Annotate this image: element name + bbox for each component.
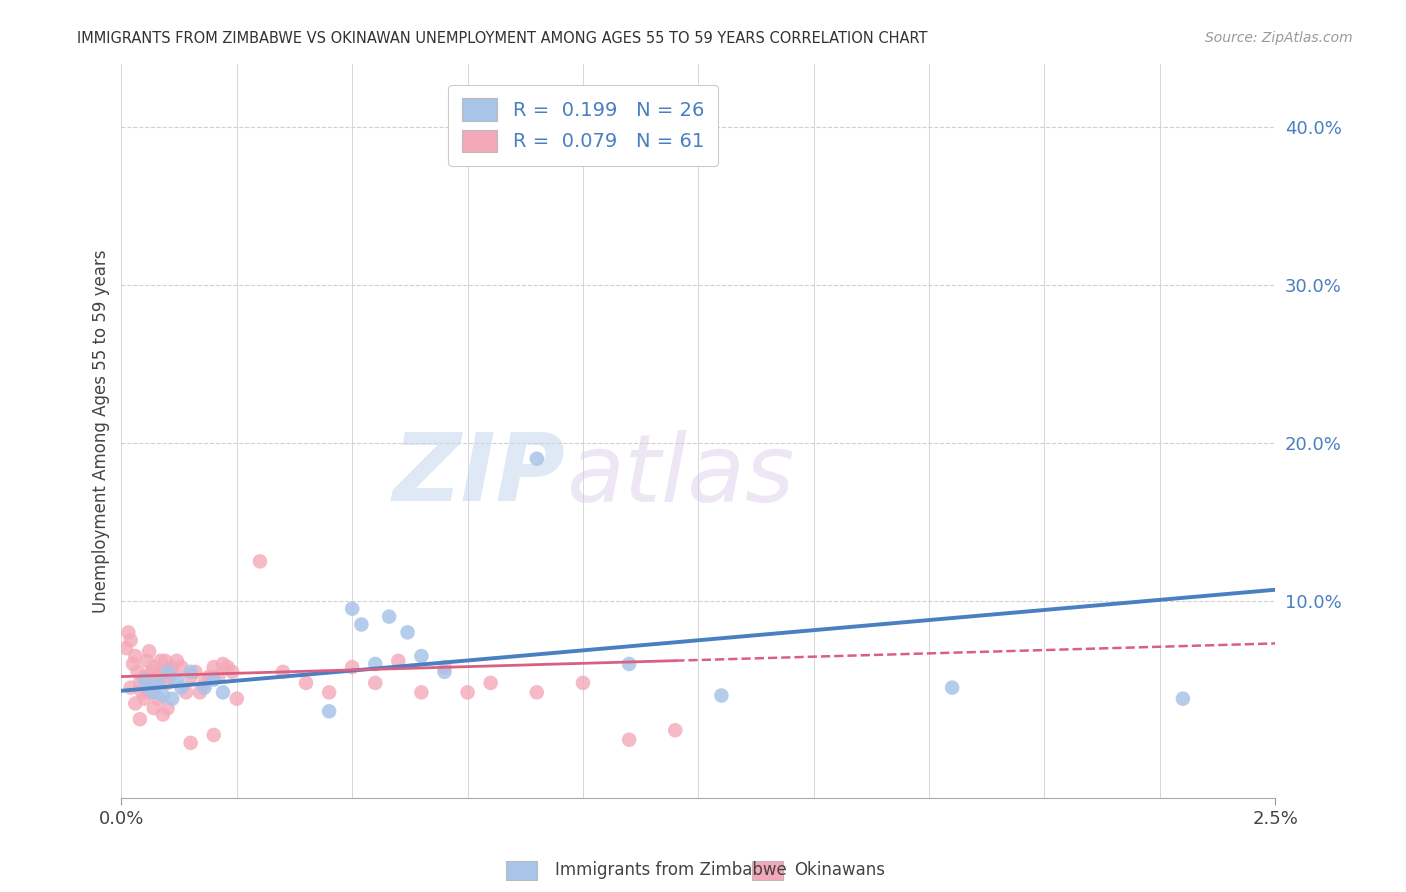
- Point: [142, 685, 165, 699]
- Text: atlas: atlas: [565, 430, 794, 521]
- Point: [526, 451, 548, 466]
- Point: [156, 701, 179, 715]
- Point: [166, 654, 188, 668]
- Point: [131, 685, 153, 699]
- Point: [225, 691, 247, 706]
- Point: [202, 728, 225, 742]
- Point: [617, 732, 640, 747]
- Point: [710, 689, 733, 703]
- Point: [127, 665, 149, 679]
- Point: [941, 681, 963, 695]
- Point: [180, 669, 202, 683]
- Point: [249, 554, 271, 568]
- Point: [155, 654, 177, 668]
- Point: [572, 676, 595, 690]
- Point: [141, 665, 163, 679]
- Point: [152, 689, 174, 703]
- Point: [134, 673, 156, 687]
- Point: [138, 644, 160, 658]
- Point: [170, 681, 193, 695]
- Point: [166, 673, 188, 687]
- Point: [202, 673, 225, 687]
- Point: [120, 681, 142, 695]
- Legend: R =  0.199   N = 26, R =  0.079   N = 61: R = 0.199 N = 26, R = 0.079 N = 61: [449, 85, 717, 166]
- Point: [160, 691, 183, 706]
- Point: [156, 676, 179, 690]
- Point: [180, 736, 202, 750]
- Point: [295, 676, 318, 690]
- Point: [138, 681, 160, 695]
- Point: [221, 665, 243, 679]
- Point: [526, 685, 548, 699]
- Point: [212, 657, 235, 671]
- Point: [152, 665, 174, 679]
- Point: [134, 669, 156, 683]
- Text: IMMIGRANTS FROM ZIMBABWE VS OKINAWAN UNEMPLOYMENT AMONG AGES 55 TO 59 YEARS CORR: IMMIGRANTS FROM ZIMBABWE VS OKINAWAN UNE…: [77, 31, 928, 46]
- Point: [142, 660, 165, 674]
- Point: [142, 701, 165, 715]
- Point: [193, 681, 215, 695]
- Point: [1171, 691, 1194, 706]
- Point: [188, 685, 211, 699]
- Point: [134, 691, 156, 706]
- Point: [145, 676, 167, 690]
- Point: [364, 657, 387, 671]
- Point: [160, 660, 183, 674]
- Point: [479, 676, 502, 690]
- Text: Source: ZipAtlas.com: Source: ZipAtlas.com: [1205, 31, 1353, 45]
- Point: [378, 609, 401, 624]
- Point: [184, 665, 207, 679]
- Point: [129, 676, 152, 690]
- Point: [207, 669, 229, 683]
- Point: [387, 654, 409, 668]
- Point: [180, 665, 202, 679]
- Point: [411, 685, 433, 699]
- Point: [193, 676, 215, 690]
- Point: [148, 669, 170, 683]
- Y-axis label: Unemployment Among Ages 55 to 59 years: Unemployment Among Ages 55 to 59 years: [93, 250, 110, 613]
- Point: [174, 685, 197, 699]
- Text: Immigrants from Zimbabwe: Immigrants from Zimbabwe: [555, 861, 787, 879]
- Point: [124, 697, 146, 711]
- Point: [396, 625, 419, 640]
- Point: [340, 660, 363, 674]
- Point: [318, 685, 340, 699]
- Point: [457, 685, 479, 699]
- Point: [152, 707, 174, 722]
- Point: [115, 641, 138, 656]
- Point: [364, 676, 387, 690]
- Point: [124, 648, 146, 663]
- Point: [411, 648, 433, 663]
- Point: [135, 654, 157, 668]
- Point: [433, 660, 456, 674]
- Point: [318, 704, 340, 718]
- Point: [120, 633, 142, 648]
- Point: [170, 660, 193, 674]
- Point: [149, 654, 172, 668]
- Point: [202, 660, 225, 674]
- Point: [212, 685, 235, 699]
- Point: [148, 691, 170, 706]
- Point: [159, 669, 181, 683]
- Point: [138, 685, 160, 699]
- Point: [148, 676, 170, 690]
- Point: [340, 601, 363, 615]
- Point: [198, 669, 221, 683]
- Text: ZIP: ZIP: [392, 429, 565, 521]
- Point: [350, 617, 373, 632]
- Point: [271, 665, 294, 679]
- Text: Okinawans: Okinawans: [794, 861, 886, 879]
- Point: [617, 657, 640, 671]
- Point: [217, 660, 239, 674]
- Point: [156, 665, 179, 679]
- Point: [122, 657, 145, 671]
- Point: [433, 665, 456, 679]
- Point: [129, 712, 152, 726]
- Point: [664, 723, 686, 738]
- Point: [117, 625, 139, 640]
